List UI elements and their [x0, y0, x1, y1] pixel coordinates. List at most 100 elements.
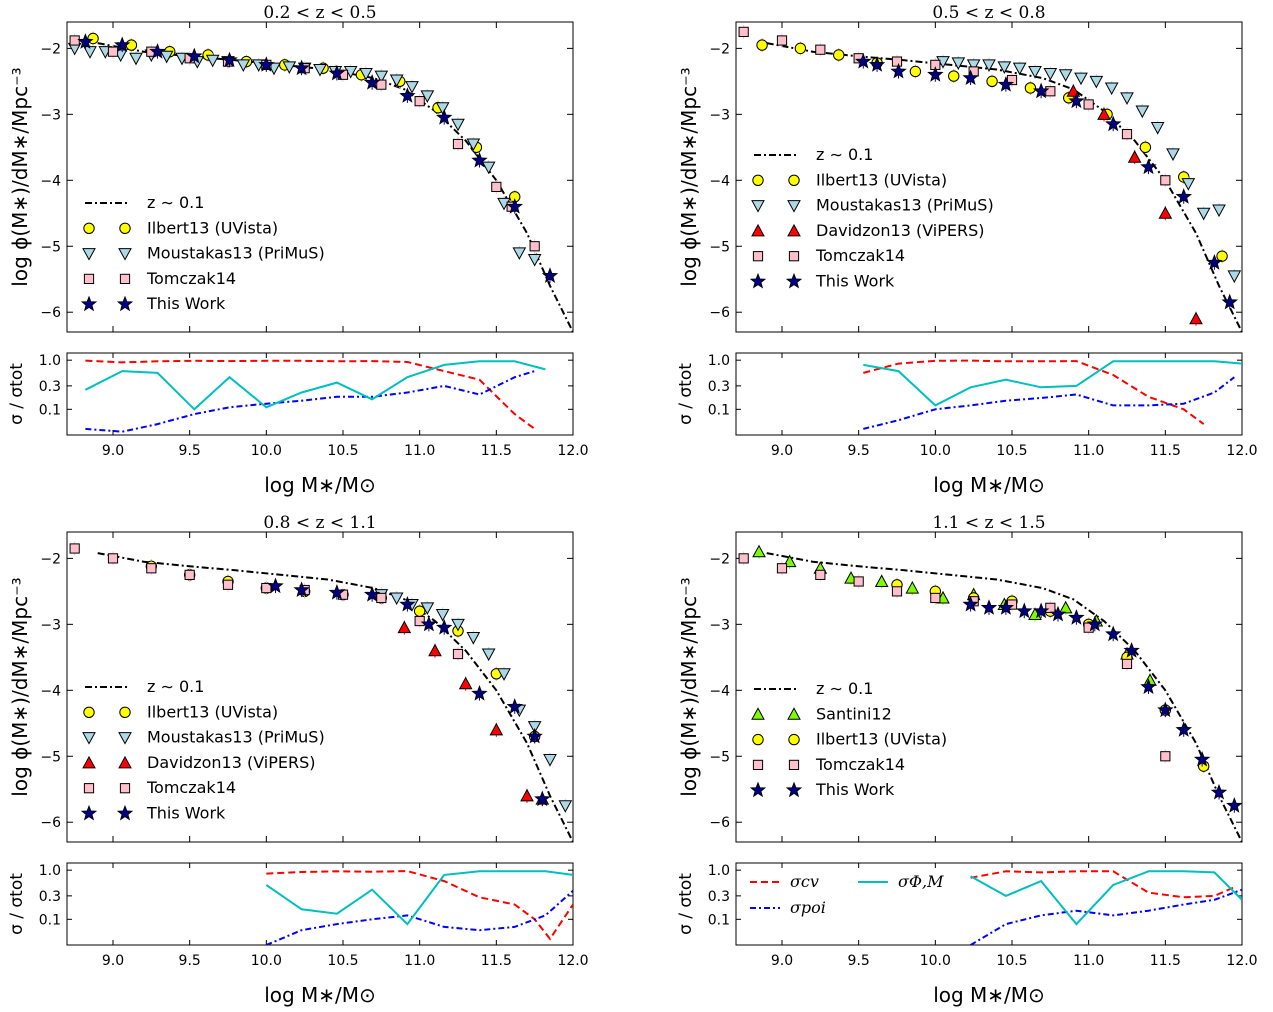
data-point — [1121, 658, 1133, 670]
data-point — [512, 247, 527, 260]
legend-marker — [82, 248, 96, 261]
legend-label: Tomczak14 — [146, 269, 236, 288]
data-point — [529, 241, 540, 252]
legend-label: Moustakas13 (PriMuS) — [147, 244, 325, 263]
data-point — [1135, 105, 1150, 119]
data-point — [997, 61, 1012, 74]
data-point — [776, 35, 788, 46]
data-point — [313, 63, 327, 77]
panel-title: 0.8 < z < 1.1 — [263, 513, 376, 533]
sigma-panel: 1.0 0.3 0.1 9.0 9.5 10.0 10.5 11.0 11.5 12.0 σ / σ… — [7, 352, 589, 459]
sigma-axes-frame — [735, 352, 1243, 436]
data-point — [1068, 609, 1085, 625]
series-santini12 — [752, 544, 1157, 688]
y-tick-label: −2 — [709, 41, 730, 57]
sigma-legend-label: σcv — [790, 872, 819, 891]
data-point — [1212, 204, 1226, 218]
legend-label: Ilbert13 (UVista) — [816, 170, 947, 189]
legend-label: z ∼ 0.1 — [816, 145, 873, 164]
legend-marker — [119, 273, 131, 284]
data-point — [491, 181, 502, 192]
legend-marker — [752, 251, 764, 262]
data-point — [107, 553, 119, 564]
data-point — [1104, 82, 1119, 96]
panel-title: 0.2 < z < 0.5 — [263, 3, 376, 23]
data-point — [435, 102, 450, 115]
legend-label: Davidzon13 (ViPERS) — [816, 221, 985, 240]
main-axes-frame — [66, 531, 574, 843]
x-axis-label: log M∗/M⊙ — [264, 983, 376, 1007]
data-point — [962, 595, 979, 612]
data-point — [452, 138, 464, 150]
legend-label: Ilbert13 (UVista) — [816, 730, 947, 749]
legend-label: z ∼ 0.1 — [147, 677, 204, 696]
data-point — [951, 57, 966, 70]
x-axis-label: log M∗/M⊙ — [264, 473, 376, 497]
data-point — [853, 576, 864, 587]
data-point — [1216, 250, 1228, 262]
legend-label: Tomczak14 — [815, 755, 905, 774]
y-tick-label: −4 — [40, 683, 61, 699]
data-point — [497, 668, 511, 681]
data-point — [997, 599, 1015, 615]
legend-marker — [788, 174, 800, 187]
data-point — [428, 643, 442, 657]
data-point — [891, 56, 903, 67]
legend-marker — [787, 200, 801, 213]
y-tick-label: −2 — [40, 551, 61, 567]
reference-curve-z01 — [766, 42, 1242, 332]
data-point — [1160, 751, 1171, 762]
sigma-cv-line — [85, 359, 536, 430]
data-point — [328, 64, 346, 81]
x-tick-label: 9.5 — [179, 443, 201, 459]
data-point — [481, 648, 496, 662]
y-axis-label: log ϕ(M∗)/dM∗/Mpc⁻³ — [8, 67, 32, 286]
legend-marker — [749, 781, 767, 798]
data-point — [452, 648, 464, 660]
x-tick-label: 11.5 — [481, 953, 512, 969]
data-point — [471, 151, 488, 168]
legend-marker — [785, 781, 803, 798]
y-tick-label: −6 — [709, 815, 730, 831]
data-point — [1121, 129, 1133, 140]
x-axis-label: log M∗/M⊙ — [933, 983, 1045, 1007]
data-point — [186, 47, 203, 64]
series-tomczak14 — [738, 551, 1171, 764]
data-point — [1012, 62, 1027, 76]
y-axis-label: log ϕ(M∗)/dM∗/Mpc⁻³ — [8, 577, 32, 796]
data-point — [752, 544, 766, 558]
data-point — [794, 42, 807, 55]
y-tick-label: −3 — [709, 107, 730, 123]
x-tick-label: 9.5 — [848, 953, 870, 969]
data-point — [1049, 605, 1067, 622]
data-point — [1226, 797, 1242, 813]
legend-marker — [752, 174, 764, 187]
x-tick-label: 10.5 — [996, 953, 1027, 969]
legend-marker — [83, 222, 95, 235]
legend-marker — [119, 706, 131, 718]
legend-marker — [80, 295, 98, 312]
sigma-y-tick-label: 0.1 — [39, 402, 61, 418]
sigma-y-tick-label: 0.3 — [39, 889, 61, 905]
legend-label: This Work — [146, 294, 226, 313]
legend-marker — [788, 251, 800, 262]
data-point — [376, 592, 387, 604]
data-point — [414, 96, 425, 107]
legend-marker — [787, 707, 801, 720]
legend-marker — [83, 783, 95, 794]
data-point — [420, 602, 435, 615]
sigma-y-axis-label: σ / σtot — [676, 363, 696, 425]
data-point — [1068, 92, 1085, 109]
series-davidzon13-vipers- — [1066, 84, 1203, 326]
sigma-y-axis-label: σ / σtot — [676, 873, 696, 935]
data-point — [541, 267, 559, 283]
sigma-y-tick-label: 0.3 — [708, 379, 730, 395]
sigma-y-tick-label: 0.1 — [708, 402, 730, 418]
data-point — [129, 52, 143, 66]
data-point — [399, 595, 416, 612]
legend: z ∼ 0.1 Santini12 Ilbert13 (UVista) Tomczak… — [749, 679, 947, 799]
sigma-y-axis-label: σ / σtot — [7, 363, 27, 425]
data-point — [471, 684, 488, 701]
data-point — [520, 788, 534, 802]
x-tick-label: 9.0 — [102, 953, 124, 969]
